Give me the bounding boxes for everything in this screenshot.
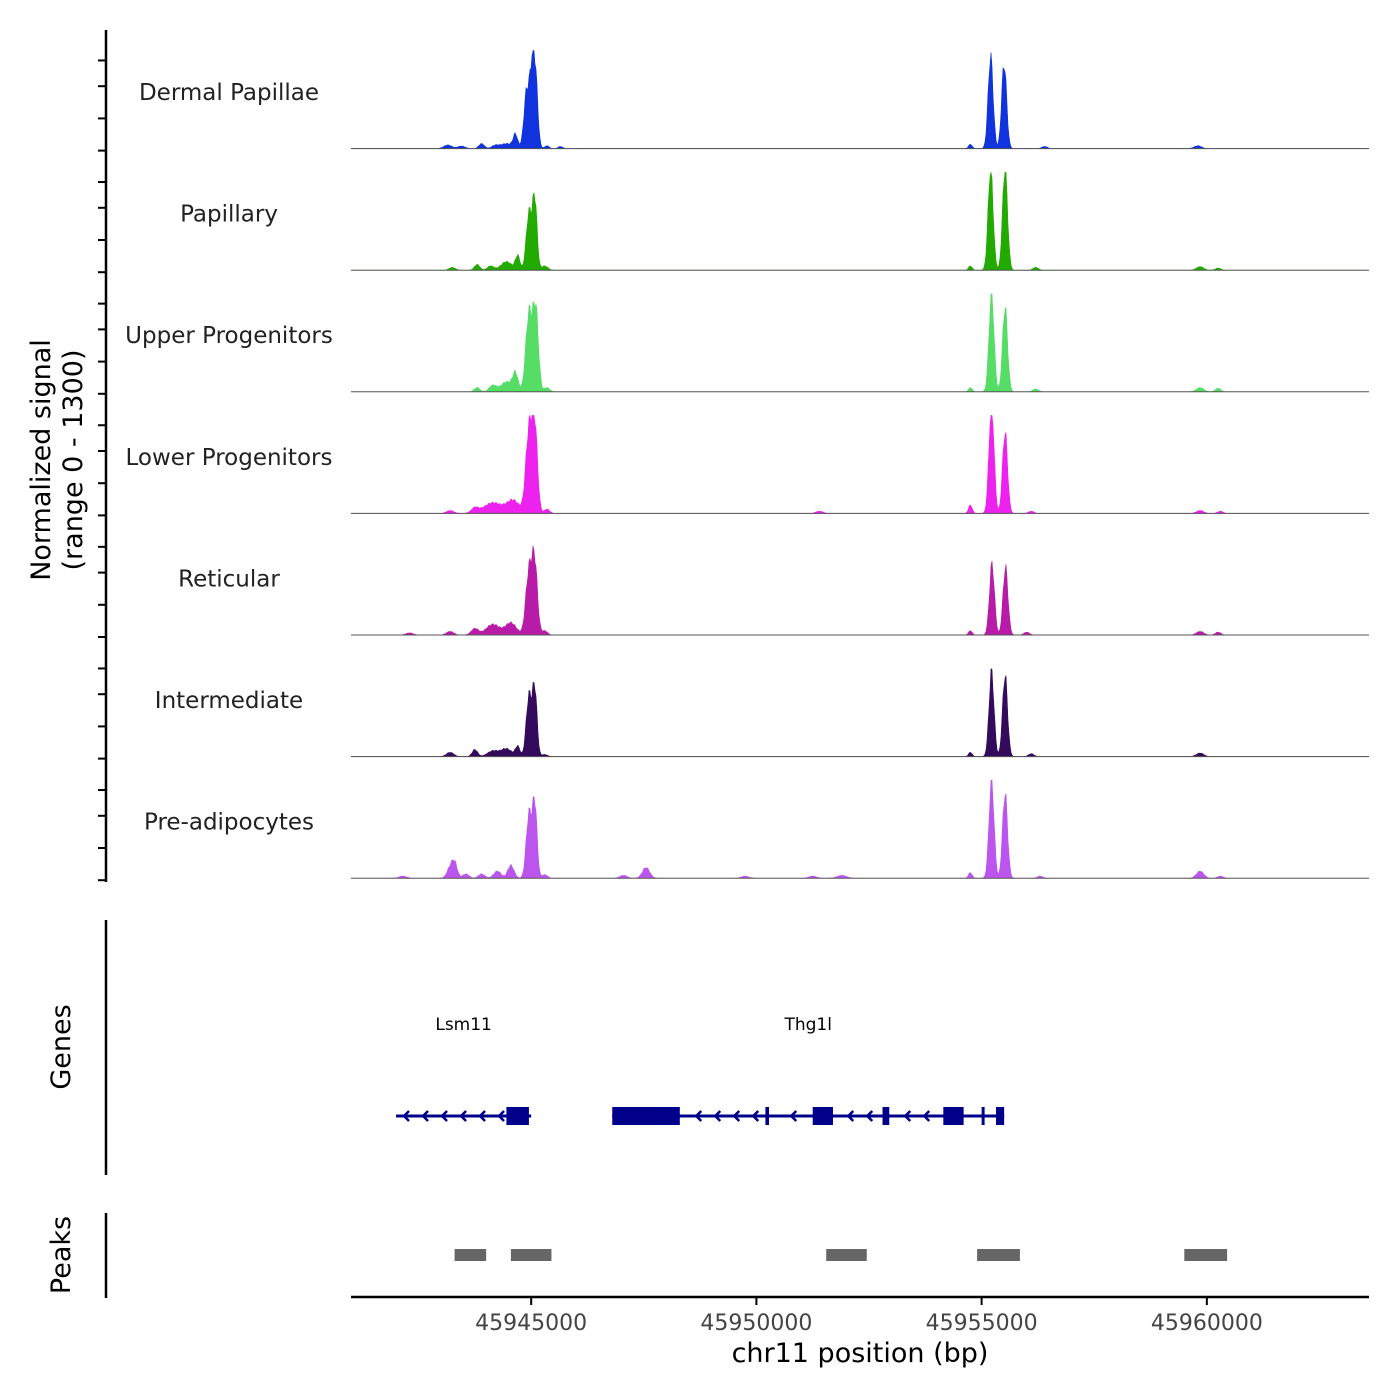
strand-arrow (713, 1110, 722, 1122)
gene-thg1l: Thg1l (612, 1015, 1005, 1125)
track-label: Papillary (180, 202, 278, 228)
genes-track-label: Genes (46, 1004, 77, 1089)
peak-region (454, 1249, 487, 1261)
peak-region (510, 1249, 552, 1261)
x-tick-label: 45960000 (1151, 1311, 1263, 1336)
strand-arrow (478, 1110, 486, 1122)
coverage-area (351, 779, 1369, 879)
coverage-track-papillary: Papillary (180, 171, 1369, 271)
coverage-track-lower-progenitors: Lower Progenitors (126, 414, 1369, 514)
peak-region (826, 1249, 867, 1261)
strand-arrow (694, 1110, 703, 1122)
coverage-panel: Dermal Papillae Papillary Upper Progenitor… (98, 50, 1369, 882)
track-label: Upper Progenitors (125, 323, 333, 349)
x-tick-label: 45950000 (700, 1311, 812, 1336)
gene-exon (996, 1107, 1005, 1125)
strand-arrow (846, 1110, 855, 1122)
strand-arrow (497, 1110, 505, 1122)
track-label: Intermediate (155, 688, 303, 714)
peak-region (977, 1249, 1020, 1261)
gene-label: Lsm11 (435, 1015, 492, 1035)
strand-arrow (789, 1110, 798, 1122)
gene-exon (506, 1107, 529, 1125)
y-axis-label-line2: (range 0 - 1300) (58, 350, 89, 571)
gene-exon (981, 1107, 985, 1125)
track-label: Reticular (178, 566, 280, 592)
gene-label: Thg1l (783, 1015, 832, 1035)
gene-exon (943, 1107, 964, 1125)
coverage-area (351, 50, 1369, 149)
y-axis-label-line1: Normalized signal (26, 339, 57, 581)
x-axis-ticks: 45945000 45950000 45955000 45960000 (475, 1297, 1263, 1336)
gene-exon (765, 1107, 770, 1125)
coverage-area (351, 293, 1369, 393)
track-label: Pre-adipocytes (144, 810, 314, 836)
coverage-area (351, 171, 1369, 271)
gene-exon (812, 1107, 833, 1125)
strand-arrow (732, 1110, 741, 1122)
coverage-track-intermediate: Intermediate (155, 668, 1369, 758)
gene-lsm11: Lsm11 (396, 1015, 532, 1125)
peaks-track-label: Peaks (46, 1216, 77, 1294)
coverage-area (351, 545, 1369, 636)
coverage-track-pre-adipocytes: Pre-adipocytes (144, 779, 1369, 879)
coverage-track-upper-progenitors: Upper Progenitors (125, 293, 1369, 393)
coverage-track-dermal-papillae: Dermal Papillae (139, 50, 1369, 150)
coverage-area (351, 668, 1369, 757)
gene-exon (612, 1107, 680, 1125)
track-label: Dermal Papillae (139, 80, 319, 106)
peak-region (1184, 1249, 1228, 1261)
strand-arrow (440, 1110, 448, 1122)
strand-arrow (421, 1110, 429, 1122)
genes-panel: Lsm11 Thg1l (396, 1015, 1005, 1125)
gene-exon (882, 1107, 890, 1125)
coverage-area (351, 414, 1369, 514)
x-axis-label: chr11 position (bp) (732, 1338, 989, 1369)
strand-arrow (922, 1110, 931, 1122)
strand-arrow (865, 1110, 874, 1122)
strand-arrow (903, 1110, 912, 1122)
x-tick-label: 45955000 (926, 1311, 1038, 1336)
strand-arrow (751, 1110, 760, 1122)
strand-arrow (459, 1110, 467, 1122)
peaks-panel (454, 1249, 1228, 1261)
track-label: Lower Progenitors (126, 445, 333, 471)
coverage-track-reticular: Reticular (178, 545, 1369, 636)
x-tick-label: 45945000 (475, 1311, 587, 1336)
strand-arrow (402, 1110, 410, 1122)
